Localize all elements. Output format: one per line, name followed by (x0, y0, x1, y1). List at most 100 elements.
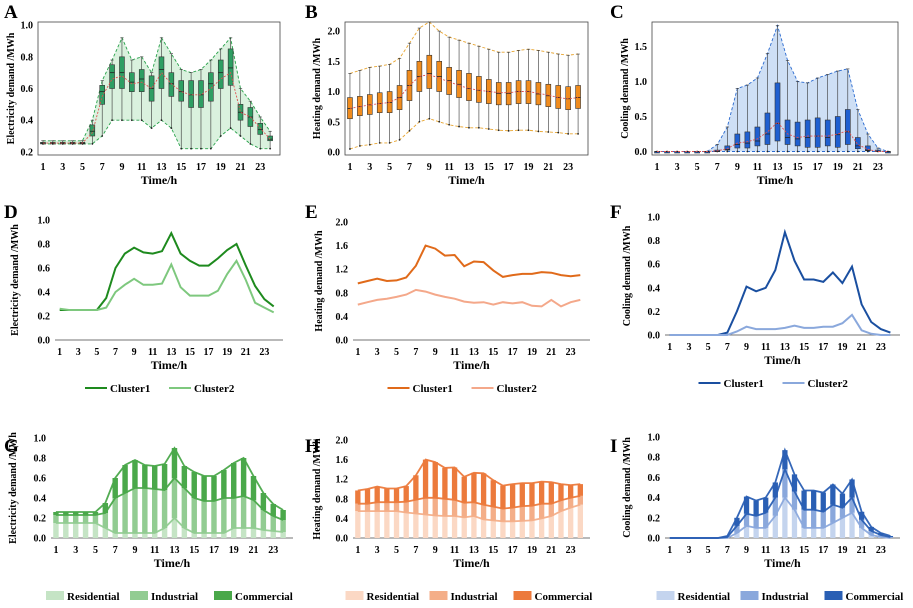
y-axis-title: Electricity demand /MWh (8, 432, 19, 544)
series-line-cluster1 (669, 228, 891, 336)
bar-industrial (500, 508, 506, 522)
outlier-point (259, 147, 262, 150)
box (575, 85, 581, 109)
bar-commercial (260, 493, 267, 510)
x-tick-label: 15 (799, 545, 809, 556)
panel-label-g: G (4, 436, 19, 457)
bar-industrial (92, 515, 99, 523)
box (357, 96, 363, 117)
y-tick-label: 0.0 (648, 331, 661, 342)
bar-residential (791, 509, 798, 538)
x-tick-label: 15 (488, 347, 498, 358)
bar-residential (270, 531, 276, 538)
x-tick-label: 13 (169, 545, 179, 556)
bar-industrial (72, 515, 79, 523)
box (89, 124, 96, 137)
bar-industrial (820, 511, 826, 528)
panel-label-d: D (4, 202, 18, 223)
outlier-point (130, 119, 133, 122)
bar-commercial (577, 484, 583, 496)
x-tick-label: 21 (857, 342, 867, 353)
x-tick-label: 9 (132, 347, 137, 358)
bar-industrial (82, 515, 89, 523)
x-tick-label: 19 (837, 342, 847, 353)
bar-residential (500, 521, 506, 538)
envelope-band (657, 25, 888, 152)
bar-residential (839, 517, 846, 538)
bar-residential (171, 518, 178, 538)
x-tick-label: 7 (100, 162, 105, 173)
panel-label-f: F (610, 202, 622, 223)
bar-residential (422, 514, 429, 538)
bar-commercial (142, 465, 148, 488)
x-tick-label: 1 (667, 545, 672, 556)
bar-industrial (432, 497, 438, 516)
envelope-band (42, 37, 271, 149)
y-tick-label: 0.0 (648, 534, 661, 545)
x-tick-label: 9 (119, 162, 124, 173)
box (824, 119, 831, 147)
y-tick-label: 0.2 (648, 513, 661, 524)
bar-industrial (201, 501, 207, 533)
x-tick-label: 5 (387, 162, 392, 173)
bar-commercial (181, 466, 188, 488)
bar-residential (432, 515, 438, 538)
y-tick-label: 0.0 (336, 534, 349, 545)
bar-industrial (171, 478, 178, 518)
min-envelope (349, 118, 579, 150)
y-tick-label: 0.4 (648, 493, 661, 504)
box (376, 92, 383, 113)
x-tick-label: 1 (347, 162, 352, 173)
outlier-point (537, 130, 540, 133)
bar-industrial (461, 502, 467, 518)
bar-industrial (509, 507, 516, 522)
outlier-point (378, 142, 381, 144)
y-tick-label: 2.0 (336, 436, 349, 447)
x-tick-label: 19 (229, 545, 239, 556)
bar-residential (577, 504, 583, 538)
bar-residential (374, 511, 380, 538)
outlier-point (269, 147, 272, 150)
outlier-point (368, 143, 371, 146)
bar-industrial (529, 505, 535, 521)
bar-industrial (403, 501, 409, 513)
bar-residential (743, 525, 750, 538)
legend: Cluster1 Cluster2 (387, 383, 537, 395)
x-tick-label: 15 (189, 545, 199, 556)
bar-industrial (393, 502, 400, 512)
x-tick-label: 5 (80, 162, 85, 173)
bar-residential (442, 515, 448, 538)
x-tick-label: 19 (833, 162, 843, 173)
outlier-point (806, 150, 809, 153)
outlier-point (51, 143, 54, 145)
y-tick-label: 1.0 (635, 77, 648, 88)
legend-label-industrial: Industrial (451, 591, 498, 603)
x-tick-labels: 1 3 5 7 9 11 13 15 17 19 21 23 (347, 162, 573, 173)
bar-industrial (231, 498, 237, 528)
x-tick-label: 3 (686, 545, 691, 556)
x-tick-label: 23 (255, 162, 265, 173)
plot-frame (651, 21, 899, 156)
x-axis-title: Time/h (757, 173, 794, 187)
cumulative-line (55, 516, 284, 534)
box (834, 116, 841, 148)
bar-commercial (471, 472, 477, 503)
legend-label-residential: Residential (367, 591, 420, 603)
legend-swatch-commercial (513, 591, 532, 600)
cumulative-line (669, 495, 891, 539)
outlier-point (676, 150, 679, 153)
bar-residential (490, 520, 496, 538)
box (138, 69, 145, 92)
bar-industrial (442, 498, 448, 516)
outlier-point (887, 150, 889, 153)
panel-label-c: C (610, 2, 624, 23)
legend-label-commercial: Commercial (846, 591, 904, 603)
x-tick-label: 19 (527, 347, 537, 358)
x-tick-label: 7 (725, 545, 730, 556)
bar-commercial (743, 496, 750, 514)
bar-residential (753, 527, 759, 538)
x-tick-label: 3 (686, 342, 691, 353)
outlier-point (497, 129, 500, 132)
legend-label-cluster1: Cluster1 (413, 383, 453, 395)
